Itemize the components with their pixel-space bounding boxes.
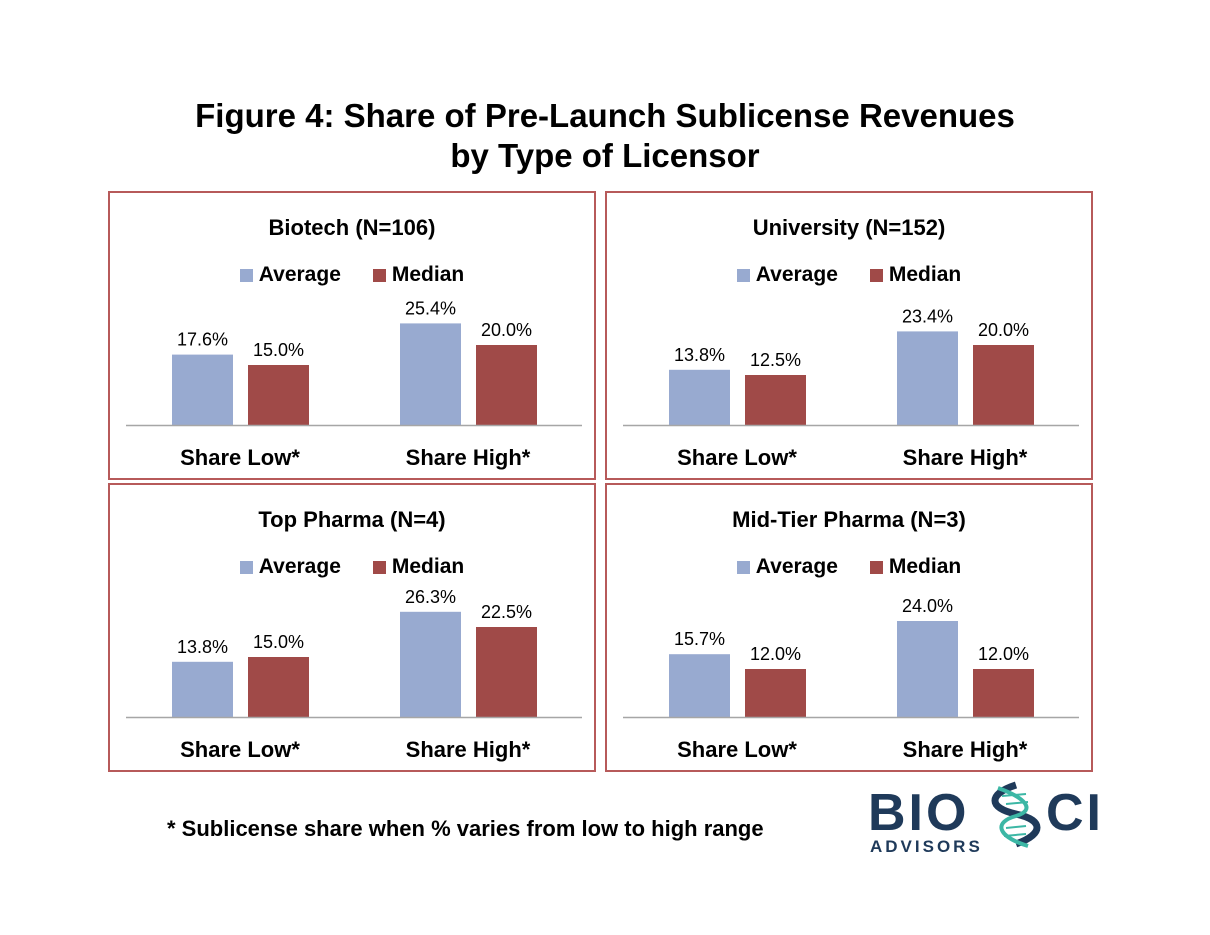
legend-item-median: Median — [372, 263, 465, 287]
legend: Average Median — [607, 555, 1091, 579]
legend-label-median: Median — [888, 263, 962, 286]
bar-plot: 15.7% 12.0% 24.0% 12.0% — [623, 596, 1079, 719]
bar-median-high — [973, 669, 1034, 717]
data-label-median-high: 12.0% — [978, 644, 1029, 664]
legend-item-median: Median — [869, 263, 962, 287]
legend-label-average: Average — [755, 263, 838, 286]
data-label-average-low: 15.7% — [674, 629, 725, 649]
category-label-high: Share High* — [902, 737, 1028, 762]
biosci-advisors-logo: BIO CI ADVISORS — [868, 781, 1104, 856]
legend-label-average: Average — [258, 263, 341, 286]
legend-label-median: Median — [391, 263, 465, 286]
data-label-median-low: 12.5% — [750, 350, 801, 370]
data-label-median-high: 22.5% — [481, 602, 532, 622]
data-label-average-high: 23.4% — [902, 306, 953, 326]
bar-median-high — [973, 345, 1034, 425]
category-label-high: Share High* — [902, 445, 1028, 470]
footnote: * Sublicense share when % varies from lo… — [167, 816, 764, 841]
legend-item-average: Average — [239, 263, 341, 287]
bar-median-high — [476, 627, 537, 717]
bar-average-high — [897, 331, 958, 425]
bar-median-low — [248, 365, 309, 425]
data-label-median-low: 15.0% — [253, 340, 304, 360]
legend-swatch-average — [736, 268, 750, 282]
logo-subtitle: ADVISORS — [870, 837, 983, 856]
data-label-median-high: 20.0% — [978, 320, 1029, 340]
legend-swatch-median — [869, 560, 883, 574]
legend-label-median: Median — [391, 555, 465, 578]
bar-median-low — [248, 657, 309, 717]
chart-panel-biotech: Biotech (N=106) Average Median 17.6% 15.0… — [108, 191, 596, 480]
legend: Average Median — [110, 555, 594, 579]
data-label-average-low: 13.8% — [674, 345, 725, 365]
data-label-median-low: 15.0% — [253, 632, 304, 652]
chart-panel-top-pharma: Top Pharma (N=4) Average Median 13.8% 15.… — [108, 483, 596, 772]
legend-swatch-average — [736, 560, 750, 574]
legend: Average Median — [607, 263, 1091, 287]
bar-average-low — [172, 661, 233, 717]
category-label-low: Share Low* — [677, 737, 797, 762]
panel-title: Biotech (N=106) — [268, 215, 436, 240]
bar-plot: 13.8% 15.0% 26.3% 22.5% — [126, 587, 582, 719]
legend-item-average: Average — [736, 263, 838, 287]
legend-label-median: Median — [888, 555, 962, 578]
bar-median-low — [745, 375, 806, 425]
data-label-average-high: 26.3% — [405, 587, 456, 607]
category-label-high: Share High* — [405, 737, 531, 762]
figure-title: Figure 4: Share of Pre-Launch Sublicense… — [0, 96, 1210, 176]
data-label-average-low: 17.6% — [177, 330, 228, 350]
category-label-low: Share Low* — [180, 737, 300, 762]
logo-word-right: CI — [1046, 784, 1104, 842]
bar-average-high — [400, 323, 461, 425]
bar-average-low — [172, 354, 233, 425]
legend-swatch-median — [372, 560, 386, 574]
bar-plot: 17.6% 15.0% 25.4% 20.0% — [126, 298, 582, 427]
bar-average-high — [400, 611, 461, 717]
figure-title-line-2: by Type of Licensor — [450, 137, 760, 174]
legend-swatch-median — [372, 268, 386, 282]
data-label-average-high: 24.0% — [902, 596, 953, 616]
legend-swatch-average — [239, 268, 253, 282]
legend-label-average: Average — [258, 555, 341, 578]
legend-item-median: Median — [372, 555, 465, 579]
legend-item-median: Median — [869, 555, 962, 579]
legend-swatch-median — [869, 268, 883, 282]
data-label-median-low: 12.0% — [750, 644, 801, 664]
legend: Average Median — [110, 263, 594, 287]
category-label-high: Share High* — [405, 445, 531, 470]
chart-panel-university: University (N=152) Average Median 13.8% 1… — [605, 191, 1093, 480]
bar-average-high — [897, 621, 958, 717]
legend-item-average: Average — [239, 555, 341, 579]
data-label-median-high: 20.0% — [481, 320, 532, 340]
bar-median-low — [745, 669, 806, 717]
chart-panel-mid-tier-pharma: Mid-Tier Pharma (N=3) Average Median 15.… — [605, 483, 1093, 772]
legend-swatch-average — [239, 560, 253, 574]
figure-title-line-1: Figure 4: Share of Pre-Launch Sublicense… — [195, 97, 1015, 134]
logo-word-left: BIO — [868, 784, 969, 842]
panel-title: Top Pharma (N=4) — [258, 507, 446, 532]
bar-average-low — [669, 654, 730, 717]
panel-title: University (N=152) — [752, 215, 946, 240]
category-label-low: Share Low* — [180, 445, 300, 470]
bar-plot: 13.8% 12.5% 23.4% 20.0% — [623, 306, 1079, 427]
category-label-low: Share Low* — [677, 445, 797, 470]
legend-item-average: Average — [736, 555, 838, 579]
data-label-average-high: 25.4% — [405, 298, 456, 318]
data-label-average-low: 13.8% — [177, 637, 228, 657]
panel-title: Mid-Tier Pharma (N=3) — [732, 507, 966, 532]
bar-average-low — [669, 369, 730, 425]
legend-label-average: Average — [755, 555, 838, 578]
bar-median-high — [476, 345, 537, 425]
dna-helix-icon — [991, 781, 1041, 848]
